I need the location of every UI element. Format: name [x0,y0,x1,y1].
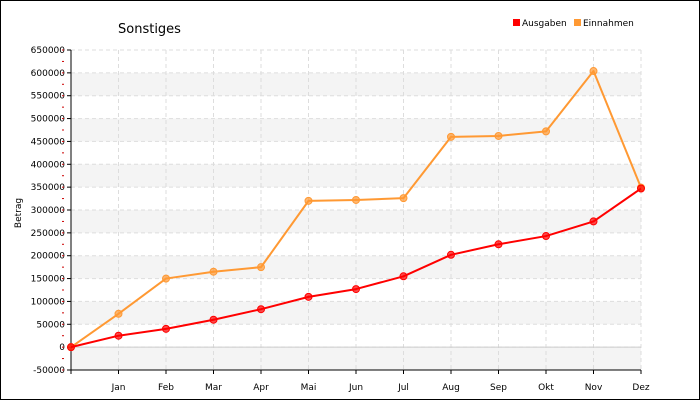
data-point-einnahmen [114,309,123,318]
y-tick-label: 0 [59,343,65,353]
series-layer [67,67,645,352]
y-tick-label: 150000 [31,275,66,285]
data-point-ausgaben [114,331,123,340]
data-point-ausgaben [637,184,645,193]
y-axis-ticks: -50000 0 50000 100000 150000 200000 250000 3000… [31,46,71,376]
y-tick-label: 600000 [31,69,66,79]
legend-label-ausgaben: Ausgaben [522,19,567,29]
data-point-einnahmen [352,195,360,204]
legend: Ausgaben Einnahmen [513,19,634,29]
y-tick-label: 550000 [31,92,66,102]
x-tick-label: Aug [442,383,460,393]
x-tick-label: Nov [585,383,603,393]
y-tick-label: 400000 [31,160,66,170]
y-tick-label: 250000 [31,229,66,239]
x-tick-label: Mai [301,383,317,393]
x-tick-label: Okt [538,383,554,393]
x-tick-label: Sep [490,383,507,393]
y-tick-label: 650000 [31,46,66,56]
data-point-ausgaben [304,292,313,301]
data-point-einnahmen [494,131,503,140]
data-point-ausgaben [399,272,408,281]
data-point-ausgaben [589,217,598,226]
y-tick-label: 100000 [31,297,66,307]
data-point-einnahmen [447,132,455,141]
data-point-einnahmen [209,267,218,276]
data-point-ausgaben [209,315,218,324]
x-tick-label: Jun [348,383,363,393]
y-tick-label: 450000 [31,137,66,147]
y-tick-label: 300000 [31,206,66,216]
data-point-ausgaben [67,343,75,352]
y-tick-label: 200000 [31,252,66,262]
data-point-ausgaben [447,250,455,259]
data-point-einnahmen [257,263,265,272]
data-point-ausgaben [542,232,550,241]
y-tick-label: -50000 [33,366,65,376]
data-point-einnahmen [542,127,550,136]
y-tick-label: 350000 [31,183,66,193]
legend-swatch-einnahmen [574,19,581,26]
data-point-einnahmen [304,196,313,205]
x-tick-label: Feb [158,383,174,393]
data-point-ausgaben [257,305,265,314]
x-tick-label: Apr [253,383,269,393]
data-point-einnahmen [399,194,408,203]
y-tick-label: 500000 [31,115,66,125]
data-point-ausgaben [352,285,360,294]
legend-label-einnahmen: Einnahmen [583,19,634,29]
y-axis-label: Betrag [14,198,24,228]
x-tick-label: Dez [632,383,649,393]
y-tick-label: 50000 [36,320,65,330]
chart-title: Sonstiges [118,22,181,37]
x-tick-label: Jul [397,383,409,393]
legend-swatch-ausgaben [513,19,520,26]
x-axis-ticks: Jan Feb Mar Apr Mai Jun Jul Aug Sep Okt Nov Dez [70,370,650,393]
data-point-ausgaben [162,324,170,333]
data-point-ausgaben [494,240,503,249]
x-tick-label: Jan [111,383,126,393]
data-point-einnahmen [589,67,598,76]
x-tick-label: Mar [205,383,222,393]
data-point-einnahmen [162,274,170,283]
